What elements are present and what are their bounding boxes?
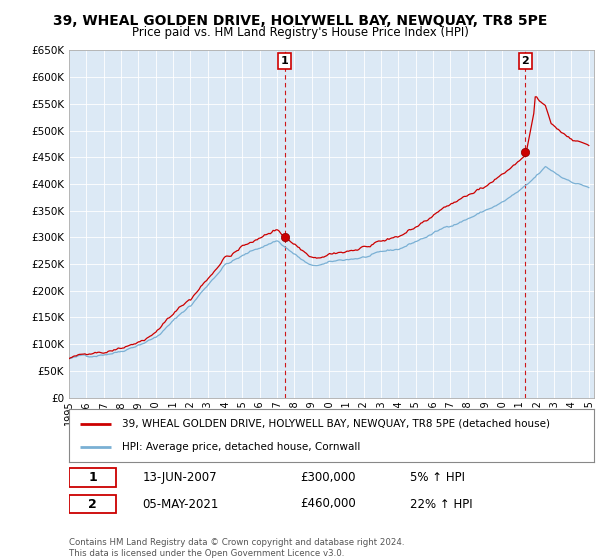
Text: £300,000: £300,000 bbox=[300, 471, 355, 484]
Text: 39, WHEAL GOLDEN DRIVE, HOLYWELL BAY, NEWQUAY, TR8 5PE (detached house): 39, WHEAL GOLDEN DRIVE, HOLYWELL BAY, NE… bbox=[121, 419, 550, 429]
Text: 1: 1 bbox=[88, 471, 97, 484]
Text: 13-JUN-2007: 13-JUN-2007 bbox=[143, 471, 217, 484]
Text: Contains HM Land Registry data © Crown copyright and database right 2024.
This d: Contains HM Land Registry data © Crown c… bbox=[69, 538, 404, 558]
FancyBboxPatch shape bbox=[69, 495, 116, 513]
Text: 2: 2 bbox=[88, 497, 97, 511]
Text: 05-MAY-2021: 05-MAY-2021 bbox=[143, 497, 219, 511]
Text: 2: 2 bbox=[521, 56, 529, 66]
Text: 5% ↑ HPI: 5% ↑ HPI bbox=[410, 471, 465, 484]
Text: HPI: Average price, detached house, Cornwall: HPI: Average price, detached house, Corn… bbox=[121, 442, 360, 452]
Text: 22% ↑ HPI: 22% ↑ HPI bbox=[410, 497, 473, 511]
Text: £460,000: £460,000 bbox=[300, 497, 356, 511]
Text: Price paid vs. HM Land Registry's House Price Index (HPI): Price paid vs. HM Land Registry's House … bbox=[131, 26, 469, 39]
Text: 39, WHEAL GOLDEN DRIVE, HOLYWELL BAY, NEWQUAY, TR8 5PE: 39, WHEAL GOLDEN DRIVE, HOLYWELL BAY, NE… bbox=[53, 14, 547, 28]
FancyBboxPatch shape bbox=[69, 469, 116, 487]
Text: 1: 1 bbox=[281, 56, 289, 66]
